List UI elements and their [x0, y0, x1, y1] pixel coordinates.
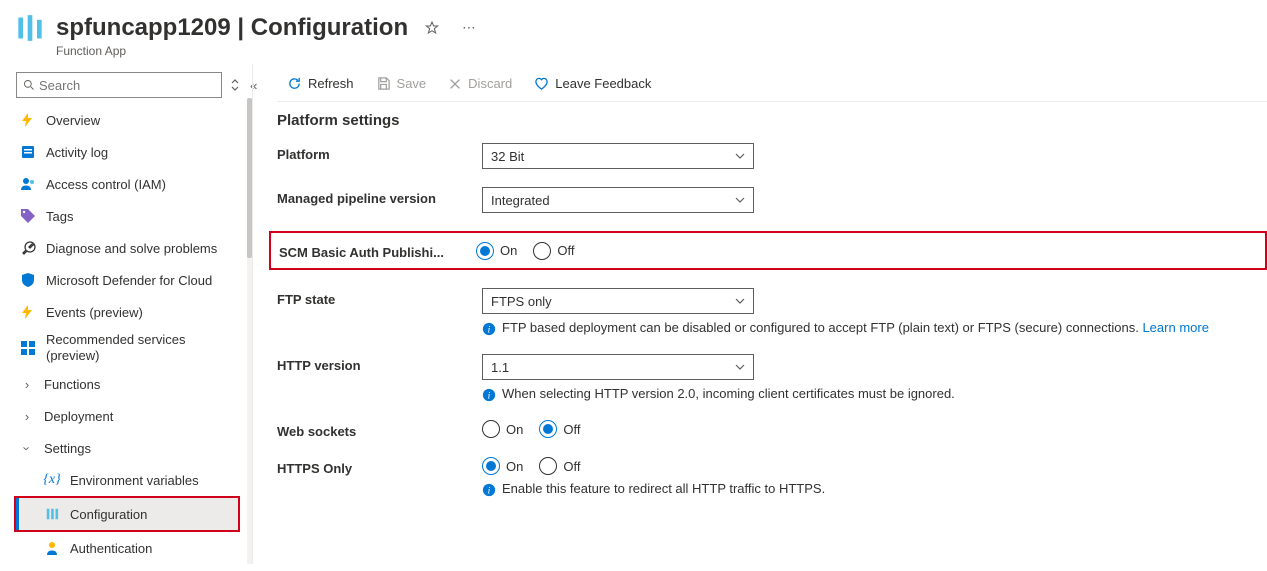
- chevron-right-icon: ›: [20, 377, 34, 392]
- field-pipeline: Managed pipeline version Integrated: [277, 187, 1267, 213]
- label-ftp: FTP state: [277, 288, 482, 307]
- field-platform: Platform 32 Bit: [277, 143, 1267, 169]
- menu-search[interactable]: [16, 72, 222, 98]
- feedback-button[interactable]: Leave Feedback: [532, 74, 653, 93]
- page-subtitle: Function App: [56, 44, 1251, 58]
- label-platform: Platform: [277, 143, 482, 162]
- sidebar-item-deployment[interactable]: › Deployment: [16, 400, 244, 432]
- label-scm: SCM Basic Auth Publishi...: [271, 241, 476, 260]
- radio-https-on[interactable]: On: [482, 457, 523, 475]
- menu-search-input[interactable]: [39, 78, 215, 93]
- label-https: HTTPS Only: [277, 457, 482, 476]
- svg-text:i: i: [488, 486, 491, 497]
- tags-icon: [20, 208, 36, 224]
- select-pipeline[interactable]: Integrated: [482, 187, 754, 213]
- sidebar-item-defender[interactable]: Microsoft Defender for Cloud: [16, 264, 244, 296]
- refresh-icon: [287, 76, 302, 91]
- search-icon: [23, 79, 35, 91]
- radio-https-off[interactable]: Off: [539, 457, 580, 475]
- select-http-version[interactable]: 1.1: [482, 354, 754, 380]
- authentication-icon: [44, 540, 60, 556]
- iam-icon: [20, 176, 36, 192]
- radio-scm-off[interactable]: Off: [533, 242, 574, 260]
- sidebar-item-overview[interactable]: Overview: [16, 104, 244, 136]
- save-button: Save: [374, 74, 429, 93]
- chevron-down-icon: ›: [20, 441, 35, 455]
- sidebar-item-recommended[interactable]: Recommended services (preview): [16, 328, 244, 368]
- discard-button: Discard: [446, 74, 514, 93]
- chevron-down-icon: [735, 195, 745, 205]
- activity-log-icon: [20, 144, 36, 160]
- svg-text:i: i: [488, 391, 491, 402]
- chevron-down-icon: [735, 296, 745, 306]
- refresh-button[interactable]: Refresh: [285, 74, 356, 93]
- sidebar-item-diagnose[interactable]: Diagnose and solve problems: [16, 232, 244, 264]
- function-app-icon: [16, 14, 44, 42]
- chevron-down-icon: [735, 151, 745, 161]
- diagnose-icon: [20, 240, 36, 256]
- sidebar-item-env-vars[interactable]: {x} Environment variables: [16, 464, 244, 496]
- save-icon: [376, 76, 391, 91]
- page-header: spfuncapp1209 | Configuration ⋯ Function…: [0, 0, 1267, 64]
- radio-scm-on[interactable]: On: [476, 242, 517, 260]
- heart-icon: [534, 76, 549, 91]
- sidebar: « Overview Activity log Access control (…: [0, 64, 244, 564]
- sidebar-item-activity-log[interactable]: Activity log: [16, 136, 244, 168]
- command-bar: Refresh Save Discard Leave Feedback: [277, 64, 1267, 102]
- env-vars-icon: {x}: [44, 472, 60, 488]
- field-ftp-state: FTP state FTPS only i FTP based deployme…: [277, 288, 1267, 336]
- link-ftp-learn-more[interactable]: Learn more: [1142, 320, 1208, 335]
- more-button[interactable]: ⋯: [456, 18, 481, 38]
- overview-icon: [20, 112, 36, 128]
- field-scm-basic-auth: SCM Basic Auth Publishi... On Off: [269, 231, 1267, 270]
- recommended-icon: [20, 340, 36, 356]
- label-pipeline: Managed pipeline version: [277, 187, 482, 206]
- search-expand-button[interactable]: [228, 76, 242, 94]
- configuration-icon: [44, 506, 60, 522]
- defender-icon: [20, 272, 36, 288]
- field-http-version: HTTP version 1.1 i When selecting HTTP v…: [277, 354, 1267, 402]
- sidebar-item-settings[interactable]: › Settings: [16, 432, 244, 464]
- chevron-down-icon: [735, 362, 745, 372]
- radio-ws-off[interactable]: Off: [539, 420, 580, 438]
- sidebar-item-iam[interactable]: Access control (IAM): [16, 168, 244, 200]
- sidebar-item-events[interactable]: Events (preview): [16, 296, 244, 328]
- section-title: Platform settings: [277, 112, 1267, 129]
- label-ws: Web sockets: [277, 420, 482, 439]
- scrollbar[interactable]: [244, 64, 252, 564]
- sidebar-item-configuration[interactable]: Configuration: [16, 498, 238, 530]
- info-icon: i: [482, 388, 496, 402]
- favorite-button[interactable]: [418, 18, 446, 38]
- radio-ws-on[interactable]: On: [482, 420, 523, 438]
- page-title: spfuncapp1209 | Configuration: [56, 14, 408, 42]
- info-icon: i: [482, 483, 496, 497]
- sidebar-item-tags[interactable]: Tags: [16, 200, 244, 232]
- discard-icon: [448, 77, 462, 91]
- select-platform[interactable]: 32 Bit: [482, 143, 754, 169]
- sidebar-item-functions[interactable]: › Functions: [16, 368, 244, 400]
- chevron-right-icon: ›: [20, 409, 34, 424]
- svg-text:i: i: [488, 325, 491, 336]
- sidebar-item-authentication[interactable]: Authentication: [16, 532, 244, 564]
- select-ftp-state[interactable]: FTPS only: [482, 288, 754, 314]
- field-https-only: HTTPS Only On Off i Enable this feature …: [277, 457, 1267, 497]
- label-http: HTTP version: [277, 354, 482, 373]
- main-content: Refresh Save Discard Leave Feedback Plat…: [252, 64, 1267, 564]
- field-web-sockets: Web sockets On Off: [277, 420, 1267, 439]
- info-icon: i: [482, 322, 496, 336]
- events-icon: [20, 304, 36, 320]
